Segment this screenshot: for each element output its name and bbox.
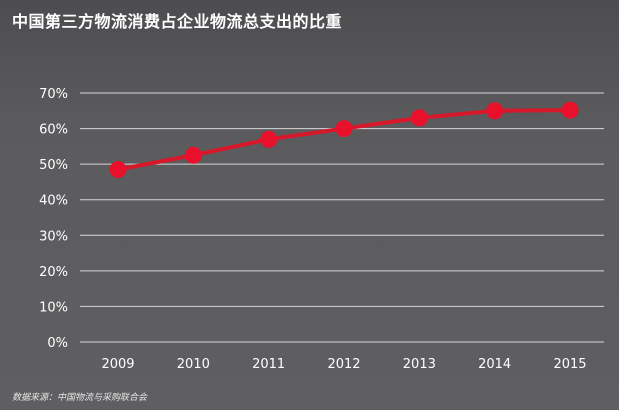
y-tick-label: 30%	[39, 229, 68, 244]
data-point	[335, 120, 353, 138]
data-point	[184, 146, 202, 164]
x-tick-label: 2009	[101, 357, 134, 372]
source-note: 数据来源：中国物流与采购联合会	[12, 393, 148, 403]
data-point	[561, 101, 579, 119]
x-tick-label: 2010	[177, 357, 210, 372]
x-tick-label: 2013	[403, 357, 436, 372]
x-tick-label: 2015	[553, 357, 586, 372]
y-tick-label: 0%	[47, 336, 68, 351]
y-tick-label: 40%	[39, 194, 68, 209]
x-tick-label: 2011	[252, 357, 285, 372]
data-point	[486, 102, 504, 120]
y-tick-label: 50%	[39, 158, 68, 173]
x-tick-label: 2012	[327, 357, 360, 372]
x-tick-label: 2014	[478, 357, 511, 372]
chart-title: 中国第三方物流消费占企业物流总支出的比重	[12, 12, 343, 31]
y-tick-label: 20%	[39, 265, 68, 280]
series-line	[116, 108, 572, 172]
y-tick-label: 60%	[39, 123, 68, 138]
data-point	[410, 109, 428, 127]
y-tick-label: 70%	[39, 87, 68, 102]
data-point	[109, 160, 127, 178]
data-point	[260, 130, 278, 148]
y-tick-label: 10%	[39, 300, 68, 315]
